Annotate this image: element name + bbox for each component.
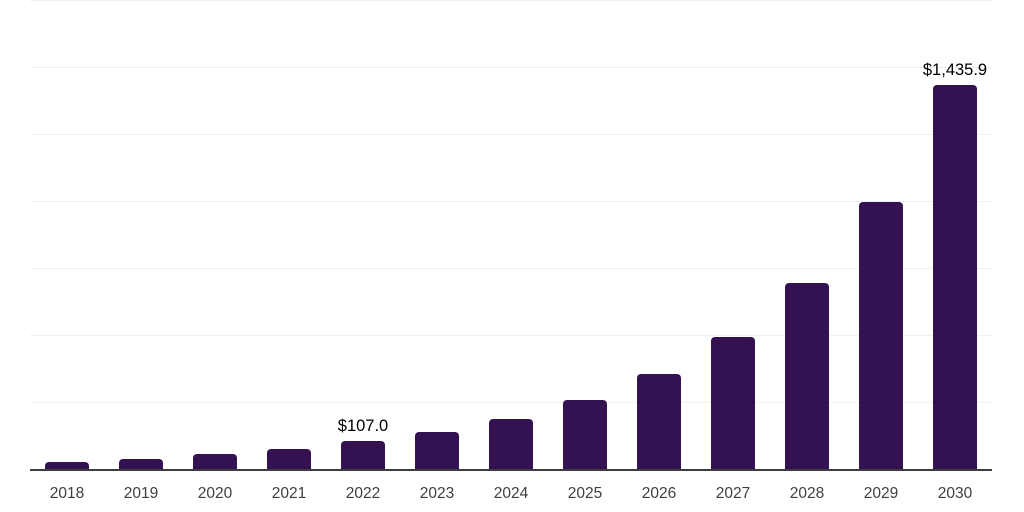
plot-area: $107.0 $1,435.9 [30, 0, 992, 471]
bar-slot-2027 [696, 0, 770, 470]
x-tick-label-2021: 2021 [271, 485, 307, 502]
x-tick-label-2028: 2028 [789, 485, 825, 502]
gridline-250 [30, 402, 992, 403]
bar-slot-2025 [548, 0, 622, 470]
gridline-750 [30, 268, 992, 269]
x-tick-label-2019: 2019 [123, 485, 159, 502]
bar-2018 [45, 461, 89, 470]
bar-2025 [563, 400, 607, 470]
bar-slot-2024 [474, 0, 548, 470]
x-tick-label-2026: 2026 [641, 485, 677, 502]
gridline-1750 [30, 0, 992, 1]
bars-layer: $107.0 $1,435.9 [30, 0, 992, 470]
x-tick-label-2030: 2030 [937, 485, 973, 502]
bar-2030 [933, 85, 977, 470]
bar-slot-2020 [178, 0, 252, 470]
x-tick-label-2022: 2022 [345, 485, 381, 502]
bar-slot-2028 [770, 0, 844, 470]
bar-2026 [637, 374, 681, 470]
bar-slot-2018 [30, 0, 104, 470]
bar-2021 [267, 449, 311, 470]
bar-slot-2022: $107.0 [326, 0, 400, 470]
x-axis-labels: 2018 2019 2020 2021 2022 2023 2024 2025 2026 2027… [30, 479, 992, 508]
bar-2019 [119, 459, 163, 470]
bar-slot-2026 [622, 0, 696, 470]
bar-2020 [193, 454, 237, 470]
bar-2029 [859, 201, 903, 470]
bar-slot-2029 [844, 0, 918, 470]
bar-2028 [785, 282, 829, 470]
bar-2027 [711, 337, 755, 470]
bar-slot-2019 [104, 0, 178, 470]
x-tick-label-2025: 2025 [567, 485, 603, 502]
x-tick-label-2027: 2027 [715, 485, 751, 502]
x-tick-label-2018: 2018 [49, 485, 85, 502]
value-label-2030: $1,435.9 [922, 60, 988, 79]
bar-2024 [489, 419, 533, 470]
value-label-2022: $107.0 [337, 416, 389, 435]
bar-2022 [341, 441, 385, 470]
x-tick-label-2020: 2020 [197, 485, 233, 502]
gridline-500 [30, 335, 992, 336]
x-tick-label-2029: 2029 [863, 485, 899, 502]
bar-slot-2021 [252, 0, 326, 470]
gridline-1250 [30, 134, 992, 135]
bar-chart: $107.0 $1,435.9 2018 2019 2020 2021 2022 2023 2… [30, 0, 992, 512]
bar-slot-2023 [400, 0, 474, 470]
bar-slot-2030: $1,435.9 [918, 0, 992, 470]
gridlines-layer [30, 0, 992, 470]
x-tick-label-2024: 2024 [493, 485, 529, 502]
x-tick-label-2023: 2023 [419, 485, 455, 502]
gridline-1000 [30, 201, 992, 202]
gridline-1500 [30, 67, 992, 68]
bar-2023 [415, 432, 459, 470]
x-axis-line [30, 469, 992, 471]
